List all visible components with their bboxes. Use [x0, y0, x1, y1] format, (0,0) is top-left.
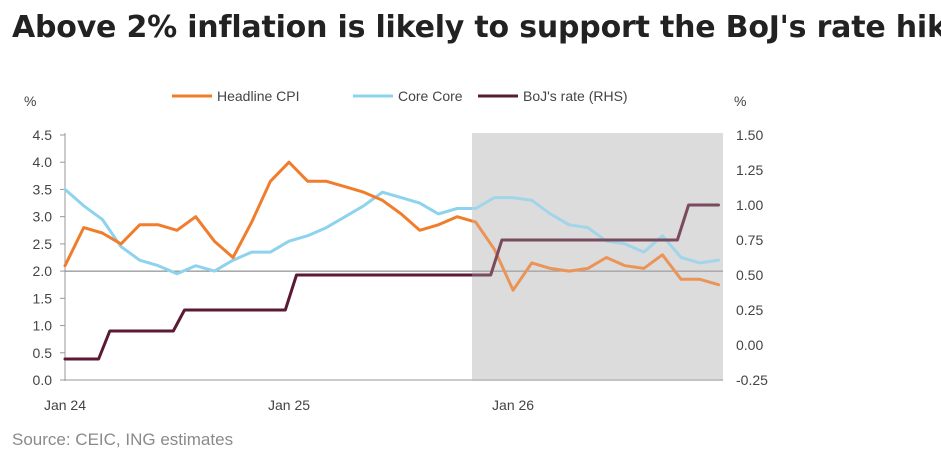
headline-cpi-line: [63, 160, 720, 292]
right-tick-label: 0.25: [736, 302, 763, 318]
forecast-overlay: [472, 133, 723, 381]
x-tick-label: Jan 25: [268, 397, 310, 413]
right-tick-label: -0.25: [736, 372, 768, 388]
chart-title: Above 2% inflation is likely to support …: [12, 10, 941, 45]
left-tick-label: 4.5: [33, 127, 53, 143]
right-tick-label: 1.00: [736, 197, 763, 213]
right-tick-label: 0.75: [736, 232, 763, 248]
right-tick-label: 0.50: [736, 267, 763, 283]
x-tick-label: Jan 24: [44, 397, 86, 413]
right-tick-label: 1.50: [736, 127, 763, 143]
right-axis-unit: %: [734, 93, 746, 109]
right-tick-label: 1.25: [736, 162, 763, 178]
left-tick-label: 0.5: [33, 345, 53, 361]
boj-rate-line: [63, 203, 720, 361]
left-tick-label: 3.0: [33, 209, 53, 225]
legend-headline-cpi-label: Headline CPI: [217, 88, 300, 104]
x-tick-label: Jan 26: [492, 397, 534, 413]
left-tick-label: 4.0: [33, 154, 53, 170]
left-tick-label: 0.0: [33, 372, 53, 388]
legend-core-core-label: Core Core: [398, 88, 463, 104]
left-tick-label: 2.5: [33, 236, 53, 252]
legend-boj-rate-label: BoJ's rate (RHS): [523, 88, 628, 104]
left-tick-label: 1.5: [33, 290, 53, 306]
left-axis-unit: %: [24, 93, 36, 109]
left-tick-label: 1.0: [33, 318, 53, 334]
source-note: Source: CEIC, ING estimates: [12, 430, 234, 449]
right-tick-label: 0.00: [736, 337, 763, 353]
left-tick-label: 3.5: [33, 181, 53, 197]
left-tick-label: 2.0: [33, 263, 53, 279]
core-core-line: [63, 187, 720, 276]
